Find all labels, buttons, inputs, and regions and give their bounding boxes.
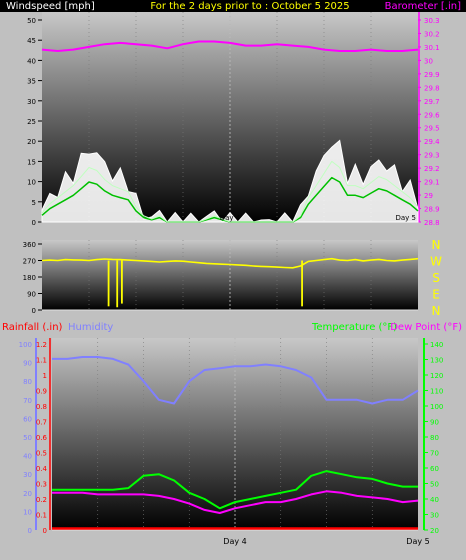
direction-compass-label: E — [432, 288, 440, 302]
dew-point-axis-title: Dew Point (°F) — [390, 322, 462, 333]
rain-tick-label: 0.6 — [36, 434, 48, 442]
baro-right-tick-label: 29.6 — [424, 111, 440, 119]
humidity-tick-label: 90 — [23, 360, 32, 368]
temperature-tick-label: 110 — [430, 388, 443, 396]
wind-left-tick-label: 30 — [27, 98, 36, 106]
humidity-tick-label: 60 — [23, 415, 32, 423]
rain-tick-label: 0.9 — [36, 388, 47, 396]
direction-left-tick-label: 270 — [23, 258, 36, 266]
baro-right-tick-label: 30.2 — [424, 30, 440, 38]
windspeed-series-area — [41, 139, 419, 223]
rain-tick-label: 0.7 — [36, 419, 47, 427]
rain-tick-label: 0.8 — [36, 403, 47, 411]
baro-right-tick-label: 29.5 — [424, 125, 440, 133]
wind-left-tick-label: 40 — [27, 57, 36, 65]
baro-right-tick-label: 29.9 — [424, 71, 440, 79]
wind-left-tick-label: 10 — [27, 179, 36, 187]
humidity-tick-label: 20 — [23, 490, 32, 498]
barometer-axis-title: Barometer [.in] — [385, 1, 461, 12]
baro-right-tick-label: 28.9 — [424, 206, 440, 214]
direction-compass-label: N — [432, 304, 441, 318]
rainfall-axis-title: Rainfall (.in) — [2, 322, 63, 333]
humidity-tick-label: 70 — [23, 397, 32, 405]
temperature-tick-label: 40 — [430, 496, 439, 504]
climate-xlabel-day5: Day 5 — [406, 537, 429, 546]
wind-xlabel-day5: Day 5 — [395, 214, 416, 222]
humidity-axis-title: Humidity — [68, 322, 113, 333]
direction-left-tick-label: 90 — [27, 291, 36, 299]
baro-right-tick-label: 29.1 — [424, 179, 440, 187]
baro-right-tick-label: 29.8 — [424, 84, 440, 92]
temperature-axis-title: Temperature (°F) — [311, 322, 397, 333]
humidity-tick-label: 0 — [28, 527, 32, 535]
humidity-tick-label: 50 — [23, 434, 32, 442]
baro-right-tick-label: 28.8 — [424, 219, 440, 227]
temperature-series-line — [52, 470, 418, 510]
temperature-tick-label: 20 — [430, 527, 439, 535]
wind-left-tick-label: 5 — [32, 199, 36, 207]
title-bar — [0, 0, 466, 12]
baro-right-tick-label: 30.1 — [424, 44, 440, 52]
temperature-tick-label: 70 — [430, 450, 439, 458]
dew-point-series-line — [52, 490, 419, 514]
wind-left-tick-label: 45 — [27, 37, 36, 45]
direction-left-tick-label: 360 — [23, 241, 36, 249]
windspeed-gust-line — [41, 160, 419, 223]
temperature-tick-label: 100 — [430, 403, 443, 411]
temperature-tick-label: 140 — [430, 341, 443, 349]
direction-panel-background — [42, 240, 418, 310]
baro-right-tick-label: 29.2 — [424, 165, 440, 173]
wind-left-tick-label: 15 — [27, 158, 36, 166]
baro-right-tick-label: 29 — [424, 192, 433, 200]
humidity-tick-label: 80 — [23, 378, 32, 386]
humidity-tick-label: 40 — [23, 453, 32, 461]
baro-right-tick-label: 30 — [424, 57, 433, 65]
humidity-tick-label: 30 — [23, 471, 32, 479]
barometer-series-line — [41, 40, 419, 52]
rain-tick-label: 0.1 — [36, 512, 47, 520]
rain-tick-label: 0.4 — [36, 465, 48, 473]
climate-xlabel-day4: Day 4 — [223, 537, 246, 546]
humidity-series-line — [52, 356, 419, 405]
direction-compass-label: S — [432, 271, 440, 285]
rain-tick-label: 1 — [43, 372, 47, 380]
temperature-tick-label: 130 — [430, 357, 443, 365]
temperature-tick-label: 80 — [430, 434, 439, 442]
chart-title: For the 2 days prior to : October 5 2025 — [150, 1, 349, 12]
temperature-tick-label: 90 — [430, 419, 439, 427]
baro-right-tick-label: 30.3 — [424, 17, 440, 25]
baro-right-tick-label: 29.4 — [424, 138, 440, 146]
temperature-tick-label: 120 — [430, 372, 443, 380]
rain-tick-label: 0.3 — [36, 481, 47, 489]
direction-compass-label: W — [430, 255, 442, 269]
wind-left-tick-label: 25 — [27, 118, 36, 126]
direction-compass-label: N — [432, 238, 441, 252]
wind-left-tick-label: 0 — [32, 219, 36, 227]
temperature-tick-label: 60 — [430, 465, 439, 473]
humidity-tick-label: 100 — [19, 341, 32, 349]
baro-right-tick-label: 29.3 — [424, 152, 440, 160]
direction-left-tick-label: 0 — [32, 307, 36, 315]
humidity-tick-label: 10 — [23, 508, 32, 516]
wind-left-tick-label: 20 — [27, 138, 36, 146]
rain-tick-label: 0.5 — [36, 450, 47, 458]
rain-tick-label: 0.2 — [36, 496, 47, 504]
wind-left-tick-label: 50 — [27, 17, 36, 25]
wind-xlabel-day4: Day 4 — [220, 214, 241, 222]
baro-right-tick-label: 29.7 — [424, 98, 440, 106]
rain-tick-label: 1.1 — [36, 357, 47, 365]
temperature-tick-label: 30 — [430, 512, 439, 520]
direction-left-tick-label: 180 — [23, 274, 36, 282]
temperature-tick-label: 50 — [430, 481, 439, 489]
wind-direction-series-line — [41, 257, 419, 269]
rain-tick-label: 1.2 — [36, 341, 47, 349]
windspeed-axis-title: Windspeed [mph] — [6, 1, 95, 12]
rain-tick-label: 0 — [43, 527, 47, 535]
wind-left-tick-label: 35 — [27, 78, 36, 86]
